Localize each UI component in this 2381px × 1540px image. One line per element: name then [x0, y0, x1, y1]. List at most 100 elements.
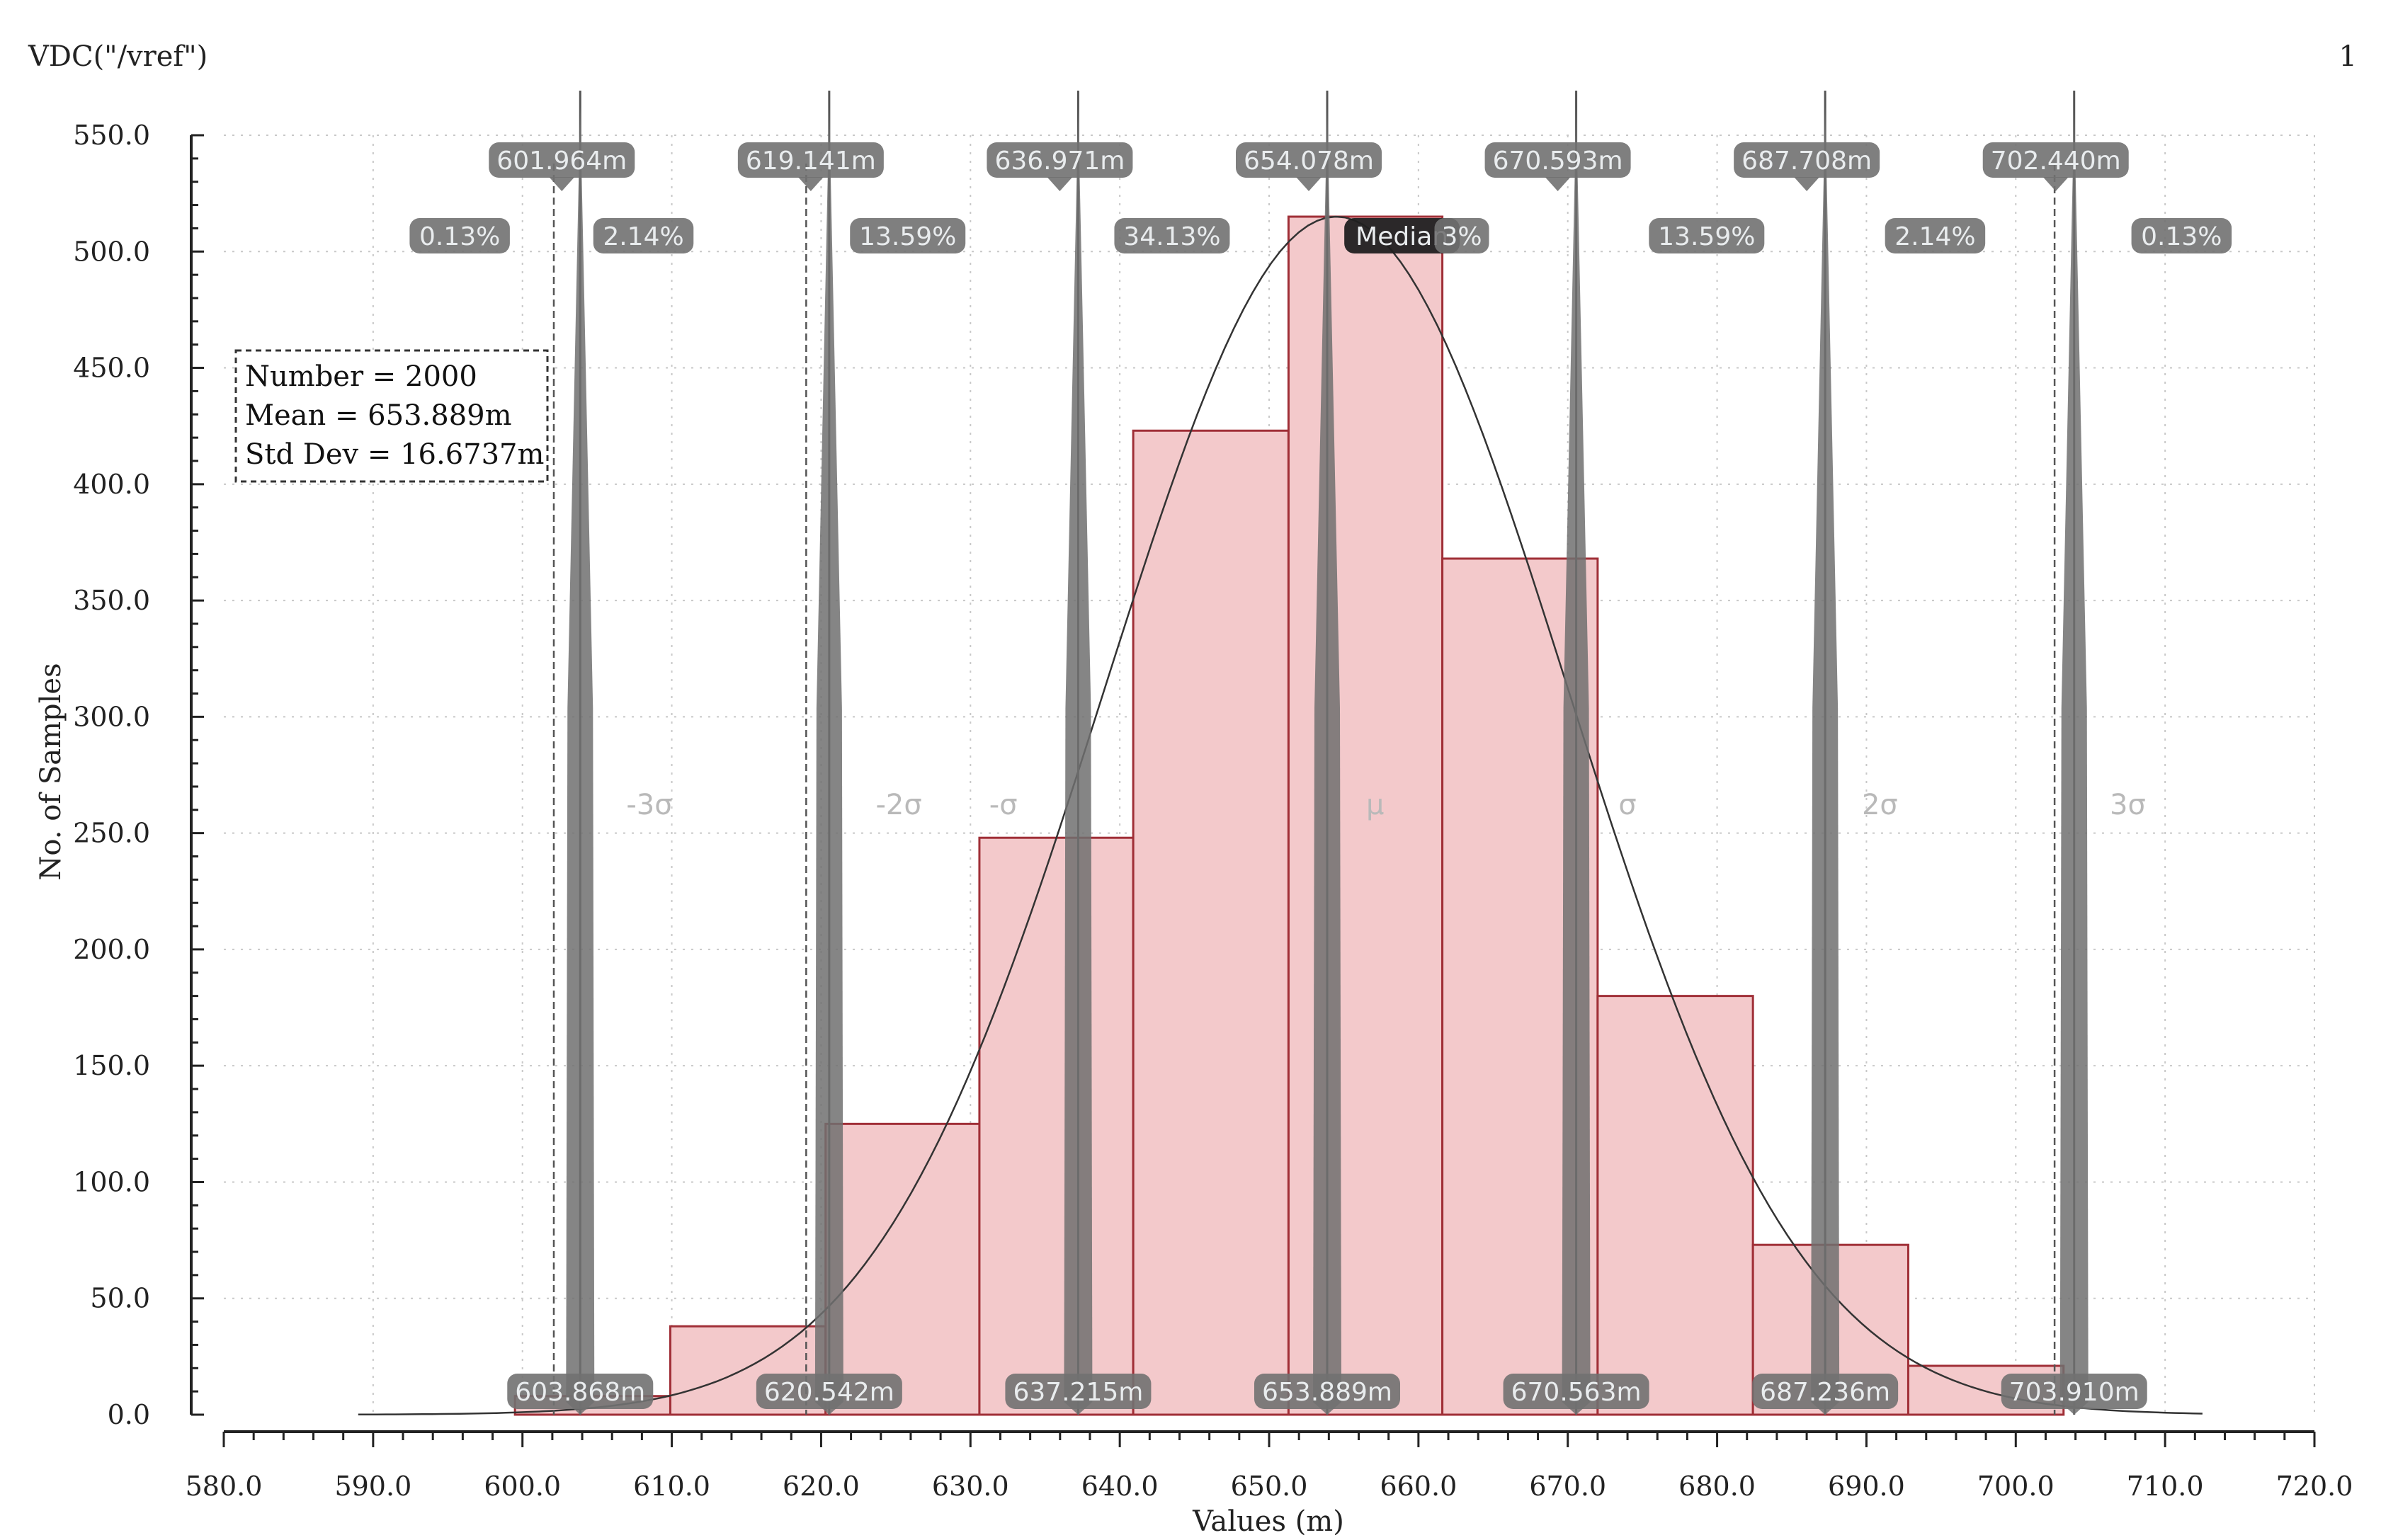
bottom-marker-label: 703.910m: [2009, 1378, 2140, 1407]
x-tick-label: 620.0: [783, 1471, 860, 1502]
y-tick-label: 250.0: [73, 818, 150, 849]
signal-name: VDC("/vref"): [28, 40, 208, 73]
y-tick-label: 350.0: [73, 585, 150, 616]
y-tick-label: 500.0: [73, 236, 150, 267]
x-tick-label: 670.0: [1529, 1471, 1606, 1502]
bottom-marker-label-bg: [756, 1374, 902, 1409]
bottom-marker-label-bg: [2001, 1374, 2147, 1409]
x-tick-label: 660.0: [1380, 1471, 1457, 1502]
sigma-label: -σ: [989, 789, 1018, 821]
x-tick-label: 600.0: [484, 1471, 561, 1502]
bottom-marker-label-bg: [1503, 1374, 1649, 1409]
top-marker-label-bg: [1236, 142, 1382, 178]
percent-label: 0.13%: [419, 222, 500, 251]
marker-spindle: [1811, 106, 1840, 1415]
percent-label-bg: [1344, 218, 1460, 253]
top-marker-label-bg: [1982, 142, 2129, 178]
histogram-bar: [978, 836, 1135, 1416]
y-tick-label: 0.0: [108, 1399, 150, 1430]
top-marker-label-bg: [1484, 142, 1631, 178]
gaussian-curve: [358, 215, 2203, 1416]
percent-label-bg: [1114, 218, 1230, 253]
sigma-label: σ: [1618, 789, 1636, 821]
x-tick-label: 700.0: [1977, 1471, 2055, 1502]
x-tick-label: 630.0: [932, 1471, 1009, 1502]
percent-label: 13.59%: [859, 222, 956, 251]
y-tick-label: 50.0: [90, 1283, 150, 1314]
histogram-bar: [1132, 429, 1290, 1416]
sigma-label: 3σ: [2110, 789, 2146, 821]
histogram-bar: [1596, 995, 1754, 1416]
y-axis-title: No. of Samples: [35, 663, 67, 880]
marker-spindle: [2059, 106, 2089, 1415]
y-tick-label: 400.0: [73, 469, 150, 500]
percent-label: 2.14%: [603, 222, 683, 251]
pointer-icon: [1545, 177, 1571, 191]
top-marker-label-bg: [737, 142, 884, 178]
bottom-marker-label: 637.215m: [1013, 1378, 1143, 1407]
pointer-icon: [1296, 177, 1322, 191]
percent-label: 13.59%: [1658, 222, 1755, 251]
y-tick-label: 200.0: [73, 934, 150, 965]
top-marker-label: 636.971m: [994, 147, 1125, 176]
stats-mean: Mean = 653.889m: [245, 399, 512, 432]
top-marker-label-bg: [489, 142, 635, 178]
x-axis-title: Values (m): [1192, 1505, 1344, 1538]
pointer-icon: [1794, 177, 1820, 191]
percent-label: 34.13%: [1123, 222, 1220, 251]
percent-label-bg: [1649, 218, 1765, 253]
stats-number: Number = 2000: [245, 360, 477, 393]
percent-label: 2.14%: [1894, 222, 1975, 251]
marker-spindle: [1562, 106, 1591, 1415]
y-tick-label: 300.0: [73, 701, 150, 732]
sigma-labels: -3σ -2σ -σ μ σ 2σ 3σ: [626, 789, 2146, 821]
top-marker-label: 601.964m: [496, 147, 627, 176]
x-tick-label: 680.0: [1678, 1471, 1756, 1502]
percentile-dashed-lines: [552, 164, 2056, 1415]
top-marker-label-bg: [1734, 142, 1880, 178]
bottom-marker-label: 653.889m: [1262, 1378, 1392, 1407]
percent-label: Median: [1356, 222, 1448, 251]
pointer-icon: [549, 177, 575, 191]
marker-spindle: [1313, 106, 1342, 1415]
stats-box: Number = 2000 Mean = 653.889m Std Dev = …: [234, 349, 549, 483]
sigma-label: -2σ: [875, 789, 921, 821]
distribution-curve: [358, 215, 2203, 1416]
y-tick-label: 450.0: [73, 353, 150, 384]
histogram-bar: [824, 1122, 981, 1416]
sigma-label: 2σ: [1862, 789, 1898, 821]
sigma-label: μ: [1366, 789, 1384, 821]
marker-spindle: [1064, 106, 1093, 1415]
percent-label: 3%: [1441, 222, 1482, 251]
x-tick-label: 710.0: [2127, 1471, 2204, 1502]
percent-label-bg: [2131, 218, 2232, 253]
bottom-marker-label-bg: [1254, 1374, 1401, 1409]
stats-box-frame: [234, 349, 549, 483]
y-tick-label: 100.0: [73, 1166, 150, 1197]
top-marker-label: 619.141m: [746, 147, 876, 176]
bottom-marker-label: 670.563m: [1511, 1378, 1642, 1407]
percent-label: 0.13%: [2141, 222, 2222, 251]
percent-label-bg: [1885, 218, 1986, 253]
percent-label-bg: [593, 218, 694, 253]
top-marker-label: 702.440m: [1991, 147, 2121, 176]
x-tick-label: 580.0: [186, 1471, 263, 1502]
percent-label-bg: [850, 218, 966, 253]
bottom-marker-label: 603.868m: [515, 1378, 645, 1407]
marker-spindle: [814, 106, 843, 1415]
bottom-marker-label: 620.542m: [764, 1378, 894, 1407]
pointer-icon: [1047, 177, 1073, 191]
percent-label-bg: [1434, 218, 1489, 253]
percent-label-bg: [409, 218, 510, 253]
top-marker-label: 687.708m: [1741, 147, 1872, 176]
x-tick-label: 590.0: [334, 1471, 411, 1502]
bottom-marker-label: 687.236m: [1760, 1378, 1890, 1407]
sigma-markers: [566, 91, 2089, 1415]
y-tick-label: 150.0: [73, 1050, 150, 1081]
top-marker-label: 670.593m: [1493, 147, 1623, 176]
marker-spindle: [566, 106, 595, 1415]
x-tick-label: 720.0: [2276, 1471, 2353, 1502]
bottom-marker-label-bg: [1752, 1374, 1899, 1409]
page-number: 1: [2339, 40, 2357, 73]
